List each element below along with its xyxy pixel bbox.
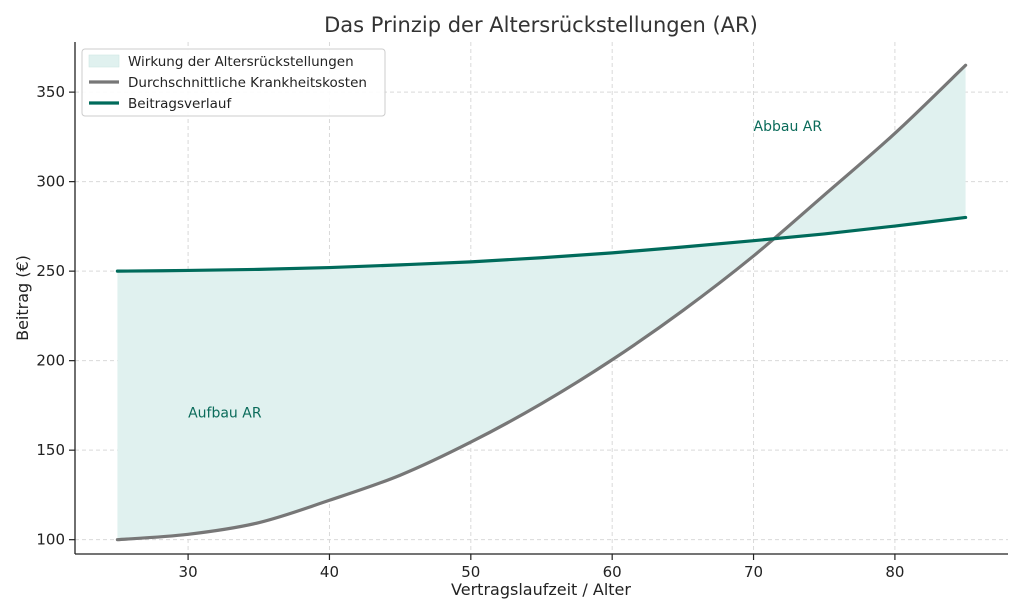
legend: Wirkung der Altersrückstellungen Durchsch… (81, 48, 386, 117)
x-tick-label: 40 (320, 563, 339, 581)
series-line-2 (115, 215, 968, 273)
plot-area: Aufbau AR Abbau AR (115, 63, 968, 542)
legend-label: Wirkung der Altersrückstellungen (128, 54, 354, 70)
annotation-2: Abbau AR (754, 119, 823, 135)
y-tick-label: 350 (36, 83, 65, 101)
y-tick-label: 300 (36, 173, 65, 191)
x-tick-label: 70 (744, 563, 763, 581)
legend-label: Beitragsverlauf (128, 96, 232, 112)
legend-label: Durchschnittliche Krankheitskosten (128, 75, 367, 91)
y-tick-label: 200 (36, 352, 65, 370)
x-tick-label: 50 (461, 563, 480, 581)
chart-title: Das Prinzip der Altersrückstellungen (AR… (324, 13, 758, 37)
x-tick-label: 80 (885, 563, 904, 581)
annotation-1: Aufbau AR (188, 406, 262, 422)
x-axis-label: Vertragslaufzeit / Alter (451, 580, 631, 599)
x-tick-label: 60 (603, 563, 622, 581)
y-tick-label: 100 (36, 531, 65, 549)
series-line-1 (115, 63, 968, 542)
legend-swatch-fill (88, 54, 120, 68)
x-tick-label: 30 (179, 563, 198, 581)
y-tick-label: 150 (36, 441, 65, 459)
fill-area (117, 65, 966, 540)
y-tick-label: 250 (36, 262, 65, 280)
legend-box (81, 48, 386, 117)
y-axis-label: Beitrag (€) (13, 255, 32, 341)
axes: 30 40 50 60 70 80 100 150 200 250 300 350 (36, 42, 1008, 581)
